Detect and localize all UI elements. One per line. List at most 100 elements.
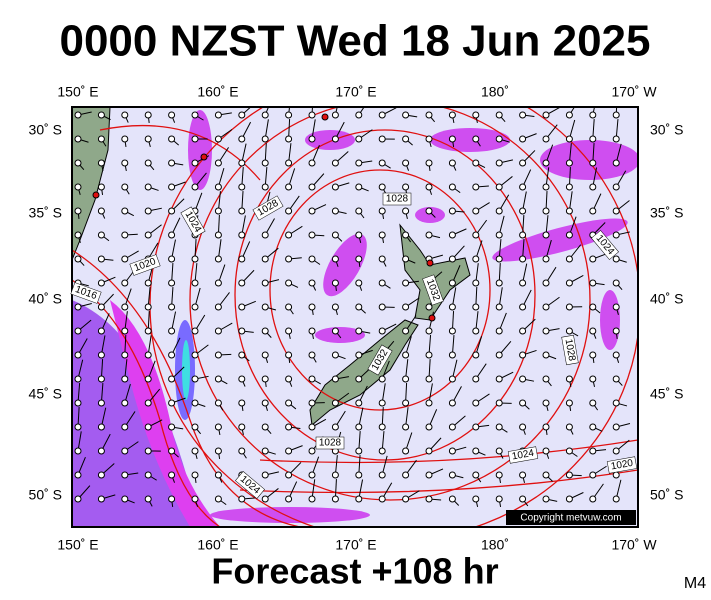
barb-station: [425, 231, 433, 239]
barb-station: [238, 447, 246, 455]
map-frame: [71, 106, 639, 528]
barb-station: [97, 231, 105, 239]
barb-station: [448, 423, 456, 431]
barb-station: [612, 351, 620, 359]
barb-station: [308, 255, 316, 263]
model-code: M4: [684, 575, 706, 592]
barb-station: [542, 159, 550, 167]
barb-station: [448, 303, 456, 311]
barb-station: [355, 327, 363, 335]
barb-station: [472, 255, 480, 263]
barb-station: [589, 207, 597, 215]
barb-station: [542, 495, 550, 503]
lat-label: 40˚ S: [650, 291, 683, 307]
barb-station: [589, 159, 597, 167]
barb-station: [402, 327, 410, 335]
barb-station: [472, 231, 480, 239]
barb-station: [285, 231, 293, 239]
barb-station: [519, 327, 527, 335]
barb-station: [214, 255, 222, 263]
barb-station: [378, 279, 386, 287]
barb-station: [261, 471, 269, 479]
barb-station: [308, 375, 316, 383]
barb-station: [495, 183, 503, 191]
barb-station: [472, 135, 480, 143]
barb-station: [121, 135, 129, 143]
barb-station: [425, 207, 433, 215]
barb-station: [565, 255, 573, 263]
barb-station: [191, 183, 199, 191]
lat-label: 30˚ S: [29, 122, 62, 138]
barb-station: [519, 303, 527, 311]
barb-station: [448, 183, 456, 191]
barb-station: [331, 183, 339, 191]
barb-station: [495, 279, 503, 287]
barb-station: [285, 135, 293, 143]
barb-station: [191, 255, 199, 263]
lon-label: 150˚ E: [57, 537, 98, 553]
high-marker: [92, 191, 100, 199]
barb-station: [261, 255, 269, 263]
barb-station: [285, 279, 293, 287]
barb-station: [425, 375, 433, 383]
barb-station: [355, 255, 363, 263]
barb-station: [402, 135, 410, 143]
isobar-label: 1028: [386, 194, 409, 205]
barb-station: [448, 495, 456, 503]
barb-station: [331, 495, 339, 503]
barb-station: [238, 111, 246, 119]
barb-station: [542, 135, 550, 143]
barb-station: [612, 327, 620, 335]
barb-station: [472, 351, 480, 359]
barb-station: [285, 183, 293, 191]
barb-station: [121, 279, 129, 287]
barb-station: [168, 207, 176, 215]
barb-station: [378, 231, 386, 239]
barb-station: [144, 207, 152, 215]
barb-station: [191, 471, 199, 479]
barb-station: [472, 327, 480, 335]
barb-station: [285, 495, 293, 503]
barb-station: [238, 207, 246, 215]
barb-station: [74, 135, 82, 143]
barb-station: [331, 135, 339, 143]
barb-station: [378, 375, 386, 383]
barb-station: [74, 159, 82, 167]
barb-station: [144, 327, 152, 335]
barb-station: [495, 111, 503, 119]
barb-station: [565, 207, 573, 215]
barb-station: [542, 111, 550, 119]
title: 0000 NZST Wed 18 Jun 2025: [59, 17, 650, 66]
barb-station: [191, 423, 199, 431]
barb-station: [565, 303, 573, 311]
barb-station: [144, 375, 152, 383]
barb-station: [378, 183, 386, 191]
barb-station: [308, 327, 316, 335]
barb-station: [168, 471, 176, 479]
barb-station: [402, 111, 410, 119]
barb-station: [355, 303, 363, 311]
barb-station: [74, 231, 82, 239]
barb-station: [612, 423, 620, 431]
barb-station: [285, 255, 293, 263]
barb-station: [495, 231, 503, 239]
barb-station: [495, 399, 503, 407]
barb-station: [448, 351, 456, 359]
barb-station: [425, 303, 433, 311]
barb-station: [168, 399, 176, 407]
barb-station: [331, 303, 339, 311]
barb-station: [542, 375, 550, 383]
barb-station: [378, 255, 386, 263]
barb-station: [261, 351, 269, 359]
barb-station: [542, 279, 550, 287]
barb-station: [331, 159, 339, 167]
barb-station: [214, 423, 222, 431]
barb-station: [214, 495, 222, 503]
barb-station: [331, 471, 339, 479]
isobar-label-bg: [70, 282, 102, 304]
barb-station: [402, 399, 410, 407]
barb-station: [121, 303, 129, 311]
barb-station: [425, 183, 433, 191]
barb-station: [261, 111, 269, 119]
barb-station: [378, 423, 386, 431]
